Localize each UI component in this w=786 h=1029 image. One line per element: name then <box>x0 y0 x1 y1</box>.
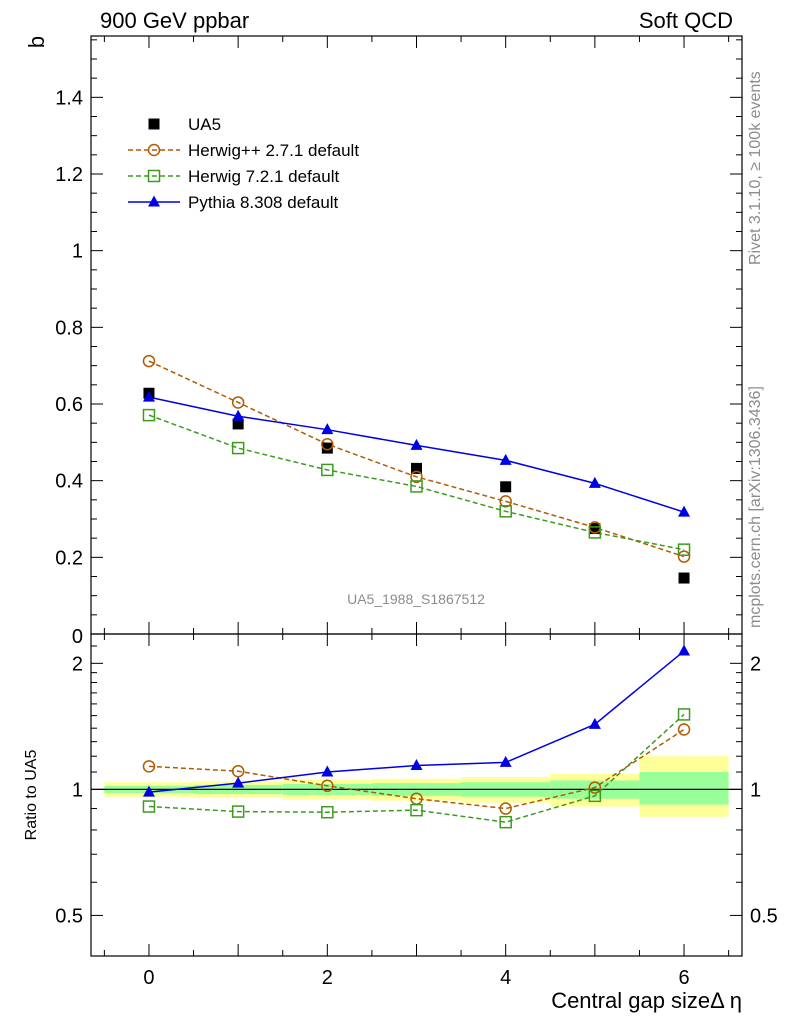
legend-marker <box>147 169 161 183</box>
ratio-data-point <box>410 759 423 771</box>
top-data-point <box>231 441 245 455</box>
ratio-data-point <box>231 805 245 818</box>
top-data-point <box>499 495 512 508</box>
header-right-title: Soft QCD <box>639 8 733 33</box>
top-data-point <box>232 418 244 430</box>
ratio-y-tick-label: 2 <box>72 653 83 675</box>
bottom-xlabel: Central gap sizeΔ η <box>551 988 742 1013</box>
top-data-point <box>321 463 334 477</box>
top-data-point <box>411 462 422 474</box>
top-data-point <box>142 354 156 368</box>
legend-label: Herwig++ 2.7.1 default <box>188 141 359 160</box>
x-tick-label: 2 <box>322 967 333 989</box>
ratio-data-point <box>142 785 155 797</box>
ratio-panel: 0.5 0.5 1 1 2 2 0 2 4 6 <box>55 633 778 989</box>
ratio-data-point <box>499 815 512 829</box>
top-data-point <box>677 550 691 563</box>
x-tick-label: 4 <box>500 967 511 989</box>
top-y-tick-label: 1.4 <box>55 87 83 109</box>
top-y-tick-label-zero: 0 <box>72 626 83 648</box>
legend-marker <box>148 195 160 207</box>
top-data-point <box>499 505 512 518</box>
ratio-data-point <box>678 644 691 656</box>
mcplots-label: mcplots.cern.ch [arXiv:1306.3436] <box>747 386 764 628</box>
ratio-data-point <box>677 708 691 721</box>
ratio-data-point <box>499 755 512 767</box>
uncertainty-band-inner <box>639 772 729 805</box>
ratio-data-point <box>588 789 602 803</box>
top-data-point <box>678 505 691 517</box>
top-ylabel: b <box>24 36 49 48</box>
ratio-data-point <box>142 800 156 813</box>
top-data-point <box>678 572 690 584</box>
top-data-point <box>232 409 245 421</box>
top-series-line <box>148 396 685 513</box>
top-y-tick-label: 1 <box>72 241 83 263</box>
header-left-title: 900 GeV ppbar <box>100 8 249 33</box>
top-data-point <box>321 442 333 454</box>
legend-marker <box>148 118 160 130</box>
ratio-data-point <box>321 779 334 793</box>
top-y-tick-label: 0.4 <box>55 471 83 493</box>
legend-label: Pythia 8.308 default <box>188 193 339 212</box>
ratio-data-point <box>588 717 601 729</box>
top-data-point <box>410 470 423 484</box>
ratio-data-point <box>142 760 156 773</box>
ratio-data-point <box>410 803 423 817</box>
ratio-y-tick-label-right: 0.5 <box>750 905 778 927</box>
ratio-y-tick-label-right: 1 <box>750 779 761 801</box>
top-data-point <box>500 481 512 493</box>
top-data-point <box>588 476 601 488</box>
top-data-point <box>321 423 334 435</box>
top-data-point <box>677 543 691 556</box>
top-data-point <box>231 396 245 409</box>
top-data-point <box>321 438 334 451</box>
ratio-y-tick-label: 0.5 <box>55 905 83 927</box>
ratio-data-point <box>677 723 691 736</box>
ratio-data-point <box>232 776 245 788</box>
x-tick-label: 0 <box>143 967 154 989</box>
ratio-series-line <box>148 728 685 810</box>
analysis-watermark: UA5_1988_S1867512 <box>347 591 485 607</box>
ratio-data-point <box>588 781 602 794</box>
ratio-data-point <box>321 805 334 819</box>
legend: UA5 Herwig++ 2.7.1 default Herwig 7.2.1 de… <box>128 115 359 212</box>
ratio-data-point <box>321 765 334 777</box>
ratio-data-point <box>499 802 512 815</box>
top-y-tick-label: 0.2 <box>55 547 83 569</box>
legend-label: Herwig 7.2.1 default <box>188 167 339 186</box>
top-data-point <box>589 523 601 535</box>
top-data-point <box>410 438 423 450</box>
top-data-point <box>142 408 156 422</box>
top-data-point <box>142 390 155 402</box>
rivet-version-label: Rivet 3.1.10, ≥ 100k events <box>747 71 764 265</box>
top-y-tick-label: 0.8 <box>55 317 83 339</box>
legend-label: UA5 <box>188 115 221 134</box>
ratio-series-line <box>148 713 685 823</box>
top-y-tick-label: 0.6 <box>55 394 83 416</box>
top-data-point <box>499 453 512 465</box>
x-tick-label: 6 <box>678 967 689 989</box>
ratio-y-tick-label-right: 2 <box>750 653 761 675</box>
ratio-y-tick-label: 1 <box>72 779 83 801</box>
top-data-point <box>588 526 602 539</box>
top-series-line <box>148 360 685 558</box>
top-data-point <box>410 480 423 493</box>
top-y-tick-label: 1.2 <box>55 164 83 186</box>
legend-marker <box>147 143 161 157</box>
bottom-ylabel: Ratio to UA5 <box>23 750 40 841</box>
